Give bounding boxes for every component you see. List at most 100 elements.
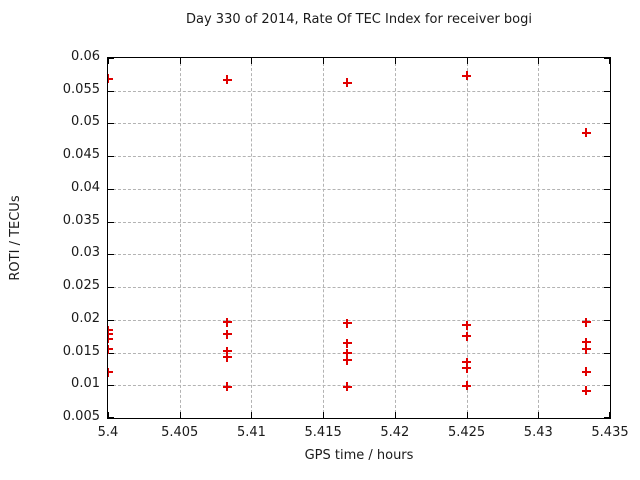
- y-tick-mark: [604, 319, 610, 321]
- y-tick-label: 0.01: [71, 376, 100, 392]
- y-tick-mark: [108, 417, 114, 418]
- data-point-marker: [581, 386, 591, 395]
- chart-title: Day 330 of 2014, Rate Of TEC Index for r…: [186, 12, 532, 27]
- data-point-marker: [462, 331, 472, 341]
- y-tick-mark: [604, 352, 610, 354]
- x-tick-mark: [251, 58, 253, 64]
- gridline-horizontal: [108, 188, 610, 190]
- y-tick-mark: [108, 90, 114, 92]
- y-tick-label: 0.06: [71, 49, 100, 64]
- x-tick-mark: [466, 58, 468, 64]
- y-tick-label: 0.015: [62, 343, 100, 359]
- data-point-marker: [222, 346, 232, 356]
- y-tick-mark: [604, 254, 610, 256]
- y-tick-label: 0.03: [71, 245, 100, 261]
- data-point-marker: [462, 363, 472, 373]
- gridline-vertical: [251, 58, 253, 418]
- data-point-marker: [342, 355, 352, 365]
- y-tick-mark: [604, 287, 610, 289]
- x-axis-label: GPS time / hours: [304, 448, 414, 463]
- y-tick-label: 0.035: [62, 212, 100, 228]
- y-tick-mark: [604, 123, 610, 125]
- gridline-horizontal: [108, 123, 610, 125]
- y-tick-mark: [604, 156, 610, 158]
- y-tick-mark: [108, 221, 114, 223]
- data-point-marker: [222, 352, 232, 362]
- data-point-marker: [581, 344, 591, 354]
- data-point-marker: [342, 348, 352, 358]
- y-tick-mark: [604, 221, 610, 223]
- data-point-marker: [222, 329, 232, 339]
- x-tick-mark: [609, 58, 610, 64]
- gridline-vertical: [466, 58, 468, 418]
- data-point-marker: [222, 317, 232, 327]
- gridline-horizontal: [108, 156, 610, 158]
- gridline-horizontal: [108, 221, 610, 223]
- plot-area: [107, 57, 611, 419]
- y-tick-label: 0.055: [62, 81, 100, 97]
- y-tick-mark: [604, 417, 610, 418]
- x-tick-mark: [394, 412, 396, 418]
- data-point-marker: [222, 75, 232, 85]
- y-tick-label: 0.045: [62, 147, 100, 163]
- x-tick-label: 5.41: [236, 425, 266, 440]
- x-tick-mark: [108, 58, 109, 64]
- gridline-horizontal: [108, 254, 610, 256]
- y-tick-mark: [604, 188, 610, 190]
- gridline-vertical: [394, 58, 396, 418]
- x-tick-label: 5.425: [447, 425, 486, 440]
- gridline-horizontal: [108, 90, 610, 92]
- data-point-marker: [462, 71, 472, 81]
- y-tick-mark: [108, 385, 114, 387]
- x-tick-label: 5.43: [523, 425, 553, 440]
- data-point-marker: [108, 344, 113, 354]
- x-tick-label: 5.42: [380, 425, 410, 440]
- y-tick-mark: [108, 319, 114, 321]
- data-point-marker: [342, 338, 352, 348]
- x-tick-mark: [179, 412, 181, 418]
- y-tick-label: 0.025: [62, 278, 100, 294]
- y-tick-mark: [604, 58, 610, 59]
- gridline-horizontal: [108, 385, 610, 387]
- y-tick-mark: [604, 90, 610, 92]
- data-point-marker: [342, 318, 352, 328]
- data-point-marker: [222, 382, 232, 392]
- y-tick-mark: [108, 123, 114, 125]
- data-point-marker: [462, 320, 472, 330]
- data-point-marker: [581, 317, 591, 327]
- y-tick-mark: [108, 254, 114, 256]
- x-tick-label: 5.435: [591, 425, 629, 440]
- data-point-marker: [108, 74, 113, 84]
- x-tick-mark: [538, 58, 540, 64]
- y-tick-mark: [108, 188, 114, 190]
- data-point-marker: [462, 357, 472, 367]
- data-point-marker: [108, 367, 113, 377]
- data-point-marker: [581, 337, 591, 347]
- y-tick-mark: [108, 287, 114, 289]
- x-tick-mark: [394, 58, 396, 64]
- gridline-vertical: [323, 58, 325, 418]
- x-tick-mark: [108, 412, 109, 418]
- gridline-vertical: [538, 58, 540, 418]
- y-tick-mark: [108, 352, 114, 354]
- x-tick-mark: [609, 412, 610, 418]
- data-point-marker: [581, 128, 591, 138]
- y-tick-mark: [108, 58, 114, 59]
- data-point-marker: [108, 329, 113, 339]
- y-tick-mark: [604, 385, 610, 387]
- x-tick-label: 5.415: [304, 425, 342, 440]
- x-tick-mark: [323, 412, 325, 418]
- x-tick-mark: [466, 412, 468, 418]
- data-point-marker: [108, 334, 113, 344]
- x-tick-mark: [323, 58, 325, 64]
- y-tick-label: 0.02: [71, 310, 100, 326]
- x-tick-mark: [538, 412, 540, 418]
- y-tick-label: 0.05: [71, 114, 100, 130]
- x-tick-mark: [179, 58, 181, 64]
- y-tick-label: 0.04: [71, 179, 100, 195]
- x-tick-mark: [251, 412, 253, 418]
- y-tick-mark: [108, 156, 114, 158]
- data-point-marker: [342, 78, 352, 88]
- x-tick-label: 5.405: [161, 425, 199, 440]
